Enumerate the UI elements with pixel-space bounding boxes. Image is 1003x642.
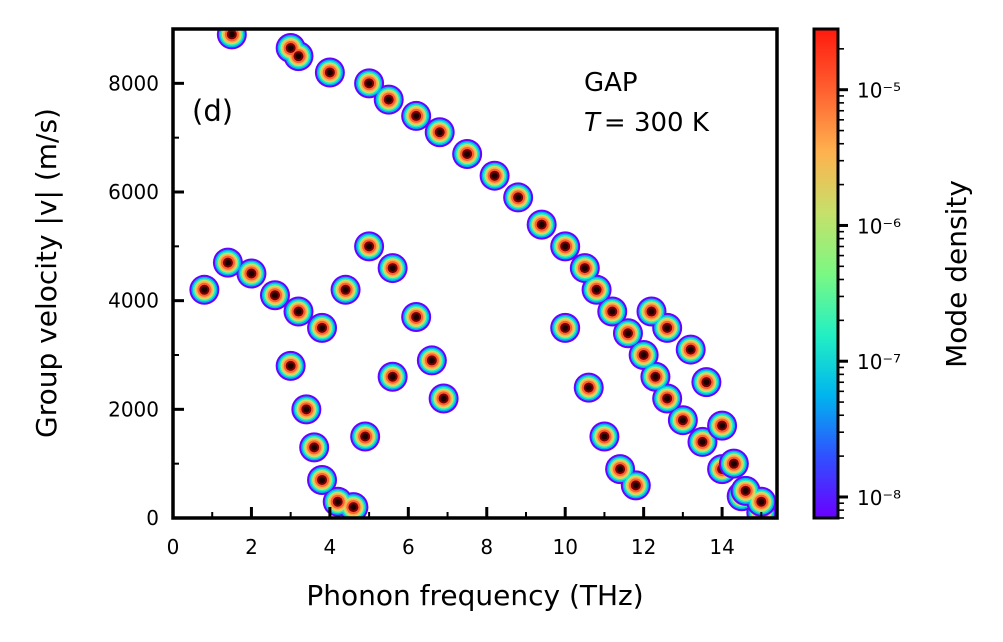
x-axis-label: Phonon frequency (THz) [306,579,643,612]
data-point [287,362,294,369]
x-tick-label: 8 [480,535,493,559]
data-point [464,150,471,157]
data-point [538,221,545,228]
data-point [581,265,588,272]
data-point [319,324,326,331]
temperature-symbol: T [584,108,602,138]
data-point [664,324,671,331]
data-point [640,352,647,358]
y-axis-ticks: 0 2000 4000 6000 8000 [108,71,184,530]
y-tick-label: 4000 [108,289,159,313]
data-point [679,417,686,424]
y-tick-label: 0 [146,506,159,530]
data-point [350,504,357,511]
data-point [295,308,302,315]
y-tick-label: 2000 [108,397,159,421]
data-point [491,172,498,179]
colorbar-label: Mode density [940,180,973,368]
data-point [585,384,592,391]
x-axis-ticks: 0 2 4 6 8 10 12 14 [167,507,763,559]
series-2 [550,296,777,517]
data-point [428,357,435,364]
data-point [648,308,655,315]
data-point [385,96,392,103]
data-point [342,286,349,293]
temperature-value: = 300 K [604,108,710,138]
data-point [730,460,737,467]
colorbar-frame [812,27,840,520]
data-point [303,406,310,413]
data-point [287,45,294,52]
data-point [413,112,420,119]
x-tick-label: 6 [402,535,415,559]
data-point [617,466,624,473]
data-point [228,31,235,38]
data-point [334,498,341,505]
method-label: GAP [584,68,638,98]
data-point [652,373,659,380]
data-point [413,313,420,320]
x-tick-label: 14 [709,535,734,559]
colorbar-gradient [814,29,838,518]
data-point [389,265,396,272]
data-point [366,243,373,250]
colorbar-tick-label: 10⁻⁵ [857,79,901,103]
data-point [311,444,318,451]
data-point [664,395,671,402]
data-point [389,373,396,380]
data-point [632,482,639,489]
x-tick-label: 0 [167,535,180,559]
data-point [271,292,278,299]
colorbar-tick-label: 10⁻⁸ [857,486,901,510]
data-point [440,395,447,402]
colorbar-tick-label: 10⁻⁷ [857,350,901,374]
x-tick-label: 10 [552,535,577,559]
data-point [201,286,208,293]
data-point [366,80,373,87]
y-tick-label: 6000 [108,180,159,204]
y-axis-label: Group velocity |v| (m/s) [30,108,63,438]
x-tick-label: 2 [245,535,258,559]
data-point [687,346,694,353]
data-point [362,433,369,440]
data-layer [189,29,777,518]
colorbar: 10⁻⁸ 10⁻⁷ 10⁻⁶ 10⁻⁵ Mode density [812,27,973,520]
x-tick-label: 4 [324,535,337,559]
data-point [624,330,631,337]
temperature-label: T = 300 K [584,108,710,138]
data-point [609,308,616,315]
data-point [742,487,749,494]
x-tick-label: 12 [631,535,656,559]
data-point [593,286,600,293]
data-point [758,498,765,505]
data-point [326,69,333,76]
data-point [319,476,326,483]
series-1 [189,231,459,518]
data-point [703,379,710,386]
y-tick-label: 8000 [108,71,159,95]
data-point [295,53,302,60]
colorbar-tick-label: 10⁻⁶ [857,214,901,238]
data-point [601,433,608,440]
colorbar-ticks: 10⁻⁸ 10⁻⁷ 10⁻⁶ 10⁻⁵ [838,48,901,519]
data-point [224,259,231,266]
data-point [719,422,726,429]
annotation: GAP T = 300 K [584,68,710,138]
plot-area: 0 2 4 6 8 10 12 14 0 2000 4000 6000 8000 [108,27,779,559]
data-point [562,324,569,331]
data-point [515,194,522,201]
data-point [699,438,706,445]
panel-label: (d) [192,94,233,128]
data-point [562,243,569,250]
data-point [436,129,443,136]
data-point [248,270,255,277]
axes-frame [171,27,779,520]
